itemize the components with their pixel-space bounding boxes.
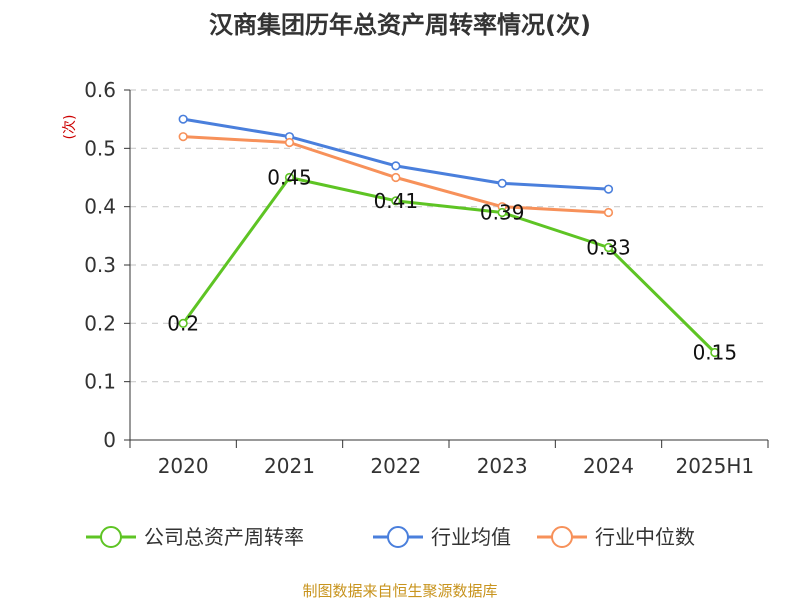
data-label: 0.39 — [480, 201, 525, 225]
y-tick-label: 0.1 — [84, 370, 116, 394]
axes: 0 0.1 0.2 0.3 0.4 0.5 0.6 2020 2021 2022 2023 2024 2… — [84, 78, 769, 478]
x-tick-label: 2023 — [477, 454, 528, 478]
x-tick-label: 2021 — [264, 454, 315, 478]
y-axis-label: (次) — [62, 115, 78, 140]
data-point[interactable] — [603, 207, 614, 218]
grid — [130, 89, 768, 383]
data-point[interactable] — [497, 207, 507, 218]
data-label: 0.41 — [374, 189, 419, 213]
y-tick-label: 0.6 — [84, 78, 116, 102]
data-point[interactable] — [284, 137, 295, 148]
x-tick-label: 2024 — [583, 454, 634, 478]
data-label: 0.33 — [586, 236, 631, 260]
x-tick-label: 2020 — [158, 454, 209, 478]
y-tick-label: 0.4 — [84, 195, 116, 219]
data-point[interactable] — [178, 132, 188, 142]
data-label: 0.2 — [167, 311, 199, 335]
data-point[interactable] — [497, 178, 507, 188]
legend[interactable]: 公司总资产周转率 行业均值 行业中位数 — [86, 525, 695, 549]
data-point[interactable] — [284, 172, 295, 183]
series-layer — [178, 114, 720, 358]
legend-item[interactable]: 公司总资产周转率 — [86, 525, 304, 549]
y-tick-label: 0.5 — [84, 136, 116, 160]
legend-item[interactable]: 行业中位数 — [537, 525, 695, 549]
y-tick-label: 0 — [103, 428, 116, 452]
data-point[interactable] — [603, 242, 614, 253]
legend-item[interactable]: 行业均值 — [373, 525, 511, 549]
legend-swatch-marker — [551, 526, 573, 548]
legend-swatch-marker — [100, 526, 122, 548]
data-label: 0.45 — [267, 166, 312, 190]
data-point[interactable] — [603, 184, 614, 194]
y-tick-label: 0.3 — [84, 253, 116, 277]
legend-label: 行业均值 — [431, 525, 511, 549]
legend-label: 公司总资产周转率 — [144, 525, 304, 549]
legend-swatch-marker — [387, 526, 409, 548]
data-point[interactable] — [391, 172, 401, 183]
source-note: 制图数据来自恒生聚源数据库 — [302, 582, 497, 600]
y-tick-label: 0.2 — [84, 311, 116, 335]
x-tick-label: 2025H1 — [675, 454, 754, 478]
data-labels: 0.2 0.45 0.41 0.39 0.33 0.15 — [167, 166, 737, 365]
data-point[interactable] — [178, 318, 188, 328]
x-tick-label: 2022 — [370, 454, 421, 478]
data-label: 0.15 — [693, 341, 738, 365]
series-line-0 — [181, 176, 716, 354]
chart-title: 汉商集团历年总资产周转率情况(次) — [209, 11, 591, 39]
data-point[interactable] — [710, 347, 720, 358]
data-point[interactable] — [391, 161, 401, 171]
legend-label: 行业中位数 — [595, 525, 695, 549]
data-point[interactable] — [391, 196, 401, 206]
data-point[interactable] — [178, 114, 188, 124]
